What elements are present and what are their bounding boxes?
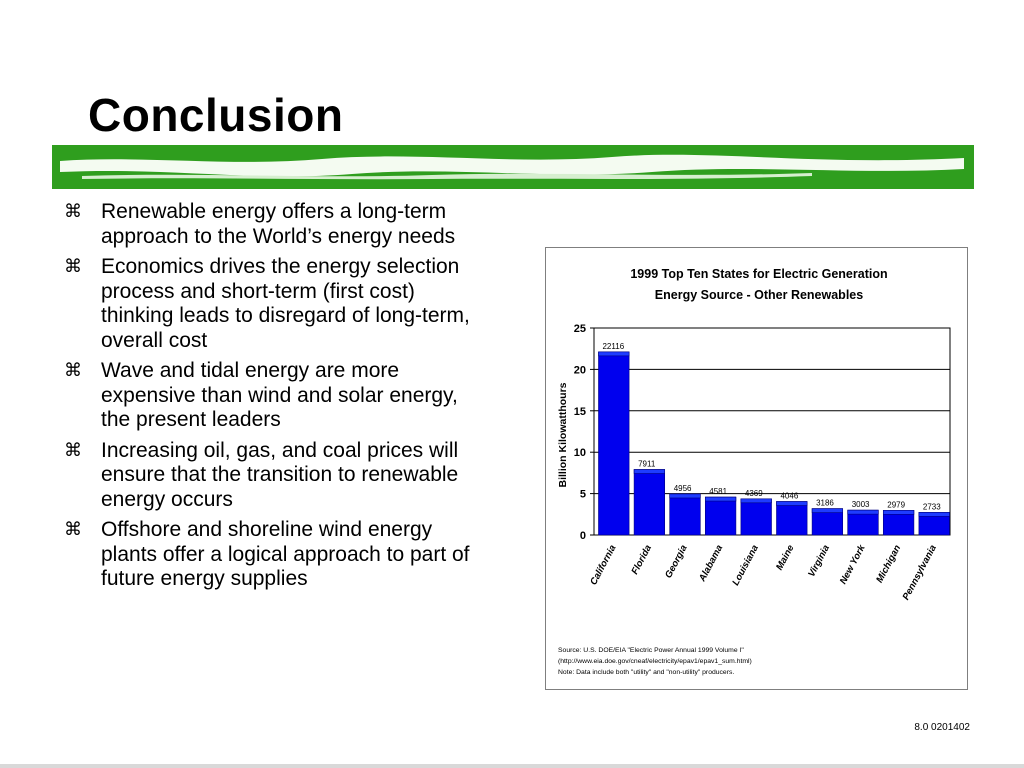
green-bar-streak <box>82 173 812 180</box>
bar-top <box>882 510 915 515</box>
slide-footer: 8.0 0201402 <box>914 722 970 733</box>
x-tick-label: Virginia <box>806 543 832 579</box>
data-label: 4581 <box>709 487 727 496</box>
data-label: 2733 <box>923 502 941 511</box>
data-label: 22116 <box>602 342 624 351</box>
bar-top <box>633 469 666 474</box>
y-axis-label: Billion Kilowatthours <box>557 382 569 487</box>
data-label: 4369 <box>745 489 763 498</box>
bar <box>811 508 844 536</box>
bullet-text: Economics drives the energy selection pr… <box>101 255 470 352</box>
data-label: 3003 <box>852 500 870 509</box>
x-tick-label: Maine <box>774 543 797 573</box>
bar-top <box>847 509 879 515</box>
y-tick-label: 15 <box>574 406 586 418</box>
source-note: Source: U.S. DOE/EIA "Electric Power Ann… <box>558 647 752 676</box>
data-label: 4956 <box>674 484 692 493</box>
bar-top <box>669 493 701 499</box>
bullet-text: Offshore and shoreline wind energy plant… <box>101 518 470 590</box>
bullet-text: Renewable energy offers a long-term appr… <box>101 200 456 248</box>
y-tick-label: 10 <box>574 447 586 459</box>
data-label: 4046 <box>780 491 798 500</box>
y-tick-label: 5 <box>580 489 586 501</box>
data-label: 3186 <box>816 499 834 508</box>
bar <box>669 493 701 536</box>
bullet-list: ⌘ Renewable energy offers a long-term app… <box>64 200 484 598</box>
bar-top <box>704 496 737 502</box>
plot-area: 0 5 10 15 20 25 22116 California 7911 Florida 4956… <box>574 323 951 602</box>
data-label: 2979 <box>887 500 905 509</box>
bar-top <box>811 508 844 513</box>
bullet-item: ⌘ Economics drives the energy selection p… <box>64 255 484 353</box>
x-tick-label: Pennsylvania <box>901 543 939 602</box>
bullet-item: ⌘ Renewable energy offers a long-term app… <box>64 200 484 249</box>
command-key-icon: ⌘ <box>64 256 82 277</box>
x-tick-label: Michigan <box>874 543 903 585</box>
command-key-icon: ⌘ <box>64 360 82 381</box>
plot-frame <box>593 327 951 536</box>
bottom-rule <box>0 764 1024 768</box>
bullet-text: Wave and tidal energy are more expensive… <box>101 359 458 431</box>
bar <box>598 351 630 536</box>
x-tick-label: Florida <box>629 543 654 576</box>
data-label: 7911 <box>638 459 656 468</box>
bar-top <box>918 512 950 517</box>
bar <box>704 496 737 536</box>
bar <box>633 469 666 536</box>
bullet-item: ⌘ Offshore and shoreline wind energy plan… <box>64 518 484 592</box>
chart-title: 1999 Top Ten States for Electric Generat… <box>630 267 887 281</box>
source-line: Source: U.S. DOE/EIA "Electric Power Ann… <box>558 647 744 654</box>
bar <box>776 501 808 536</box>
x-tick-label: Georgia <box>663 543 690 580</box>
bar <box>740 498 772 536</box>
bar-top <box>776 501 808 506</box>
green-divider-bar <box>52 145 974 189</box>
x-tick-label: Alabama <box>696 543 725 584</box>
y-tick-label: 25 <box>574 323 586 335</box>
x-tick-label: New York <box>838 543 868 587</box>
bullet-text: Increasing oil, gas, and coal prices wil… <box>101 438 459 511</box>
command-key-icon: ⌘ <box>64 519 82 540</box>
chart-frame: 1999 Top Ten States for Electric Generat… <box>545 247 968 690</box>
y-tick-label: 20 <box>574 364 586 376</box>
bar-chart: 1999 Top Ten States for Electric Generat… <box>557 267 951 676</box>
bar-top <box>598 351 630 357</box>
bullet-item: ⌘ Increasing oil, gas, and coal prices wi… <box>64 439 484 513</box>
slide-title: Conclusion <box>88 89 344 141</box>
y-tick-label: 0 <box>580 530 586 542</box>
chart-subtitle: Energy Source - Other Renewables <box>655 288 863 302</box>
source-line: Note: Data include both "utility" and "n… <box>558 669 734 676</box>
x-tick-label: Louisiana <box>730 543 761 587</box>
source-line: (http://www.eia.doe.gov/cneaf/electricit… <box>558 658 752 665</box>
command-key-icon: ⌘ <box>64 201 82 222</box>
green-bar-highlight <box>60 154 964 177</box>
x-tick-label: California <box>588 543 618 587</box>
command-key-icon: ⌘ <box>64 439 82 461</box>
bar-top <box>740 498 772 504</box>
bullet-item: ⌘ Wave and tidal energy are more expensiv… <box>64 359 484 433</box>
